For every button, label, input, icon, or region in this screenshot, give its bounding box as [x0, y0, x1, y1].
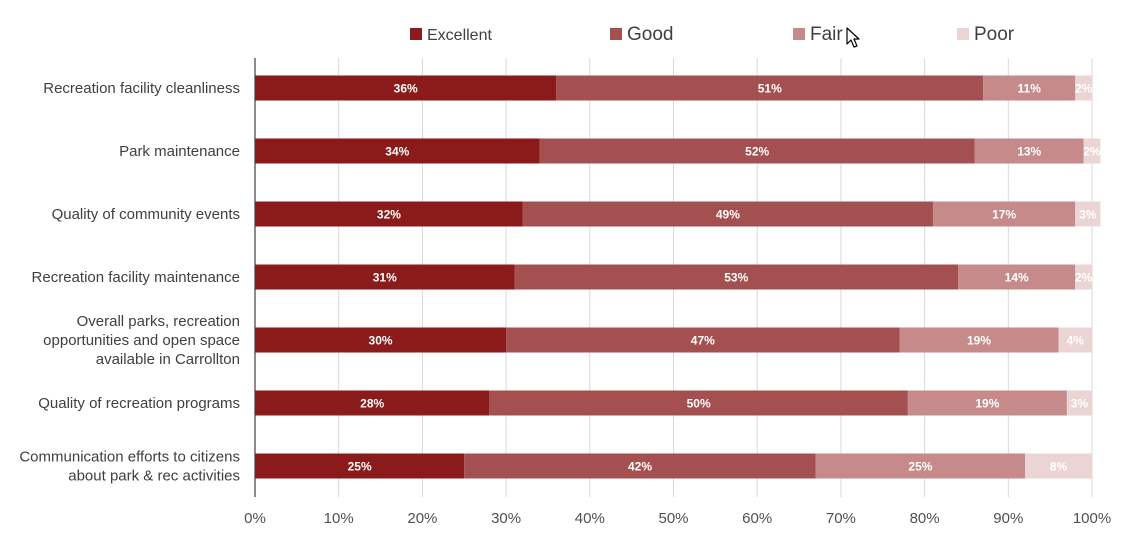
data-label-excellent-1: 34% — [385, 145, 409, 159]
x-tick-label-70: 70% — [826, 510, 856, 527]
bar-excellent-1 — [255, 138, 540, 164]
x-tick-label-10: 10% — [324, 510, 354, 527]
legend-label-excellent: Excellent — [427, 27, 492, 44]
bar-poor-4 — [1058, 327, 1092, 353]
data-label-fair-2: 17% — [992, 208, 1016, 222]
category-label-5: Quality of recreation programs — [38, 395, 240, 412]
data-label-fair-1: 13% — [1017, 145, 1041, 159]
category-label-6-line-0: Communication efforts to citizens — [19, 449, 240, 466]
bar-fair-2 — [932, 201, 1076, 227]
x-tick-label-60: 60% — [742, 510, 772, 527]
mouse-cursor-icon — [846, 27, 860, 48]
bar-good-5 — [489, 390, 908, 416]
data-label-poor-4: 4% — [1067, 334, 1085, 348]
category-label-3: Recreation facility maintenance — [32, 269, 240, 286]
x-tick-label-30: 30% — [491, 510, 521, 527]
bar-poor-1 — [1083, 138, 1101, 164]
bar-poor-3 — [1075, 264, 1092, 290]
data-label-good-3: 53% — [724, 271, 748, 285]
legend-swatch-excellent — [410, 28, 422, 40]
data-label-excellent-6: 25% — [348, 460, 372, 474]
x-tick-label-20: 20% — [407, 510, 437, 527]
bar-poor-0 — [1075, 75, 1092, 101]
x-tick-label-100: 100% — [1073, 510, 1111, 527]
category-label-2: Quality of community events — [52, 206, 240, 223]
x-tick-label-90: 90% — [993, 510, 1023, 527]
x-tick-label-40: 40% — [575, 510, 605, 527]
legend-label-fair: Fair — [810, 24, 843, 45]
bar-excellent-2 — [255, 201, 523, 227]
bar-fair-1 — [974, 138, 1084, 164]
legend-swatch-good — [610, 28, 622, 40]
bar-good-3 — [514, 264, 959, 290]
data-label-fair-3: 14% — [1005, 271, 1029, 285]
legend-label-poor: Poor — [974, 24, 1015, 45]
x-tick-label-0: 0% — [244, 510, 266, 527]
legend-swatch-poor — [957, 28, 969, 40]
bar-poor-2 — [1075, 201, 1101, 227]
category-label-6-line-1: about park & rec activities — [68, 468, 240, 485]
data-label-good-0: 51% — [758, 82, 782, 96]
category-label-0: Recreation facility cleanliness — [43, 80, 240, 97]
bar-fair-0 — [983, 75, 1076, 101]
category-label-4-line-2: available in Carrollton — [96, 351, 240, 368]
bar-good-4 — [506, 327, 900, 353]
data-label-excellent-4: 30% — [369, 334, 393, 348]
data-label-good-6: 42% — [628, 460, 652, 474]
data-label-fair-6: 25% — [908, 460, 932, 474]
data-label-fair-0: 11% — [1018, 82, 1042, 96]
data-label-poor-5: 3% — [1071, 397, 1089, 411]
bar-fair-5 — [907, 390, 1067, 416]
bar-excellent-0 — [255, 75, 557, 101]
bar-excellent-3 — [255, 264, 515, 290]
data-label-good-4: 47% — [691, 334, 715, 348]
bar-excellent-4 — [255, 327, 507, 353]
data-label-excellent-5: 28% — [360, 397, 384, 411]
x-tick-label-50: 50% — [658, 510, 688, 527]
bar-excellent-5 — [255, 390, 490, 416]
bar-excellent-6 — [255, 453, 465, 479]
bar-good-6 — [464, 453, 816, 479]
bar-poor-6 — [1025, 453, 1092, 479]
bar-good-0 — [556, 75, 984, 101]
legend-label-good: Good — [627, 24, 673, 45]
data-label-poor-0: 2% — [1075, 82, 1093, 96]
category-label-4-line-1: opportunities and open space — [43, 332, 240, 349]
data-label-excellent-2: 32% — [377, 208, 401, 222]
bar-fair-6 — [815, 453, 1026, 479]
data-label-poor-1: 2% — [1083, 145, 1101, 159]
legend-swatch-fair — [793, 28, 805, 40]
bar-good-1 — [539, 138, 975, 164]
data-label-excellent-0: 36% — [394, 82, 418, 96]
data-label-poor-6: 8% — [1050, 460, 1068, 474]
data-label-good-1: 52% — [745, 145, 769, 159]
bar-good-2 — [522, 201, 933, 227]
x-tick-label-80: 80% — [910, 510, 940, 527]
data-label-excellent-3: 31% — [373, 271, 397, 285]
data-label-poor-3: 2% — [1075, 271, 1093, 285]
category-label-4-line-0: Overall parks, recreation — [77, 313, 240, 330]
category-label-1: Park maintenance — [119, 143, 240, 160]
data-label-good-2: 49% — [716, 208, 740, 222]
data-label-fair-4: 19% — [967, 334, 991, 348]
bar-fair-4 — [899, 327, 1059, 353]
bar-fair-3 — [958, 264, 1076, 290]
data-label-fair-5: 19% — [975, 397, 999, 411]
bar-poor-5 — [1066, 390, 1092, 416]
data-label-good-5: 50% — [687, 397, 711, 411]
data-label-poor-2: 3% — [1079, 208, 1097, 222]
